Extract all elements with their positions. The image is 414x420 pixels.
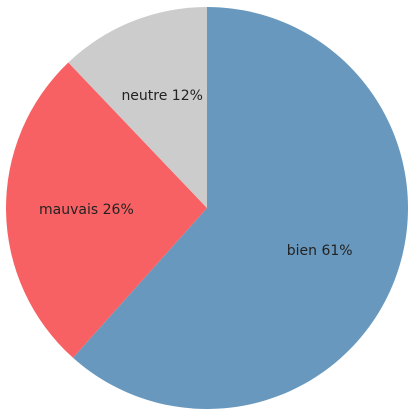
pie-slice-mauvais	[5, 62, 207, 358]
pie-label-neutre: neutre 12%	[121, 88, 202, 104]
pie-slices	[5, 7, 408, 410]
pie-labels: bien 61% mauvais 26% neutre 12%	[39, 88, 353, 259]
pie-label-bien: bien 61%	[287, 243, 353, 259]
pie-slice-bien	[72, 7, 408, 410]
pie-slice-neutre	[68, 7, 207, 208]
pie-label-mauvais: mauvais 26%	[39, 202, 134, 218]
